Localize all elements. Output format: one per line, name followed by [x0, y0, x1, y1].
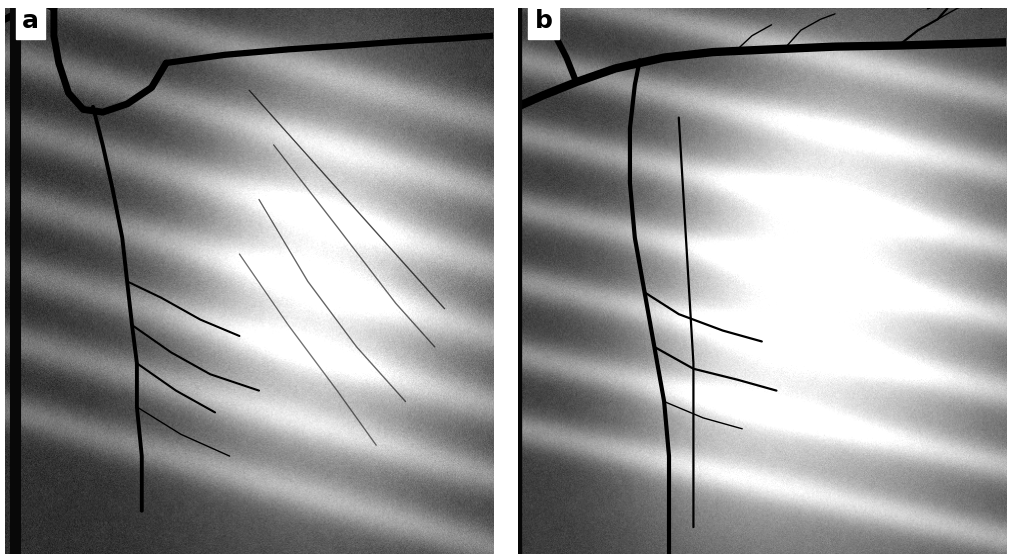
Text: b: b	[535, 9, 553, 33]
Text: a: a	[22, 9, 39, 33]
